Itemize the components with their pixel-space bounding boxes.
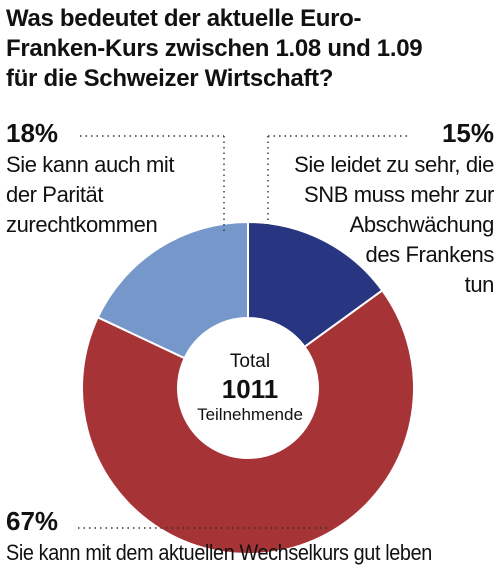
slice-label-line: SNB muss mehr zur [303,182,494,207]
donut-slice-67 [81,289,415,555]
title-line-1: Was bedeutet der aktuelle Euro- [6,5,362,32]
slice-percent-label: 18% [6,118,59,148]
slice-label-line: Abschwächung [349,212,495,237]
slice-label-line: zurechtkommen [6,212,158,237]
title-line-2: Franken-Kurs zwischen 1.08 und 1.09 [6,35,423,62]
slice-percent-label: 15% [441,118,494,148]
slice-label-line: tun [464,272,495,297]
slice-label-line: Sie kann mit dem aktuellen Wechselkurs g… [6,540,432,565]
slice-percent-label: 67% [6,506,59,536]
slice-label-line: der Parität [6,182,104,207]
chart-title: Was bedeutet der aktuelle Euro- Franken-… [6,4,494,94]
center-unit: Teilnehmende [197,405,303,424]
title-line-3: für die Schweizer Wirtschaft? [6,65,334,92]
donut-slice-15 [247,220,384,349]
center-label: Total [229,351,271,372]
slice-label-line: des Frankens [365,242,495,267]
slice-label-line: Sie kann auch mit [6,152,175,177]
slice-label-line: Sie leidet zu sehr, die [294,152,494,177]
center-value: 1011 [221,374,279,404]
donut-slice-18 [96,220,249,360]
